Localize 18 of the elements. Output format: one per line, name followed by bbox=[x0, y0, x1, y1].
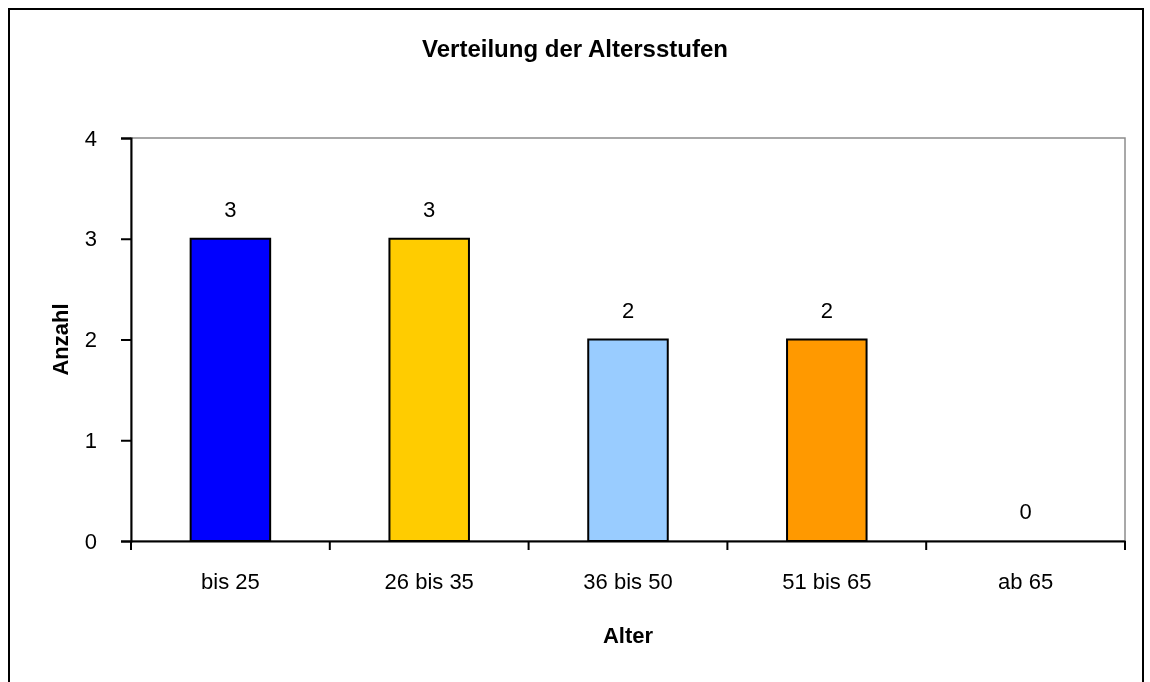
x-axis-title: Alter bbox=[602, 623, 654, 648]
data-label: 2 bbox=[820, 297, 833, 323]
y-tick-label: 3 bbox=[84, 226, 97, 252]
y-tick-label: 1 bbox=[84, 427, 97, 453]
x-tick-label: bis 25 bbox=[201, 568, 260, 594]
y-tick-label: 0 bbox=[84, 528, 97, 554]
y-axis-title: Anzahl bbox=[48, 303, 73, 376]
x-tick-label: 51 bis 65 bbox=[782, 568, 872, 594]
x-tick-label: 26 bis 35 bbox=[384, 568, 474, 594]
data-label: 3 bbox=[224, 196, 237, 222]
y-tick-label: 2 bbox=[84, 327, 97, 353]
chart-title: Verteilung der Altersstufen bbox=[422, 35, 728, 62]
x-tick-label: ab 65 bbox=[998, 568, 1054, 594]
x-tick-label: 36 bis 50 bbox=[583, 568, 673, 594]
data-label: 2 bbox=[621, 297, 635, 323]
y-tick-label: 4 bbox=[84, 125, 97, 151]
data-label: 3 bbox=[423, 196, 436, 222]
data-label: 0 bbox=[1019, 499, 1032, 524]
